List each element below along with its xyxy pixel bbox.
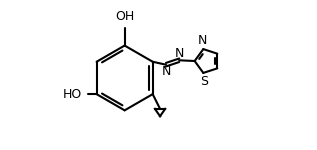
Text: N: N [174, 46, 184, 60]
Text: HO: HO [63, 88, 82, 101]
Text: N: N [198, 34, 207, 47]
Text: N: N [161, 65, 171, 78]
Text: S: S [200, 75, 208, 88]
Text: OH: OH [115, 11, 134, 23]
